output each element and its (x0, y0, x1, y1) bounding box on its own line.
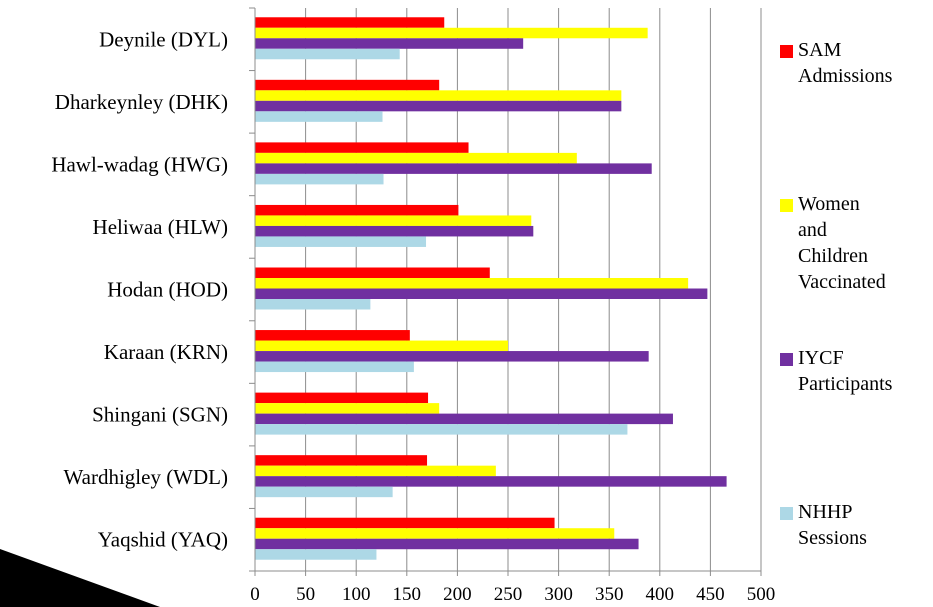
bar (255, 299, 371, 310)
bar (255, 455, 428, 466)
bar (255, 413, 673, 425)
category-label: Yaqshid (YAQ) (98, 528, 228, 552)
bar (255, 528, 615, 539)
legend-swatch (780, 507, 793, 520)
x-tick-label: 0 (250, 584, 260, 605)
bar (255, 486, 393, 498)
bar (255, 278, 689, 289)
bar (255, 476, 727, 487)
bar (255, 351, 649, 362)
bar (255, 215, 532, 226)
category-label: Shingani (SGN) (92, 403, 228, 427)
bar (255, 17, 445, 28)
category-label: Hodan (HOD) (107, 278, 228, 302)
bar (255, 225, 534, 237)
bar (255, 549, 377, 560)
bar (255, 465, 496, 477)
legend: SAM Admissions Women and Children Vaccin… (776, 0, 933, 607)
bar (255, 111, 383, 122)
bar (255, 152, 577, 164)
category-label: Hawl-wadag (HWG) (51, 152, 228, 176)
x-tick-label: 250 (494, 584, 523, 605)
bar (255, 424, 628, 435)
bar (255, 288, 708, 299)
axes (249, 7, 762, 576)
bars (255, 17, 727, 560)
legend-swatch (780, 199, 793, 212)
bar (255, 403, 440, 414)
legend-swatch (780, 353, 793, 366)
legend-label: SAM Admissions (798, 39, 893, 87)
bar (255, 79, 440, 91)
bar (255, 330, 410, 341)
bar (255, 267, 490, 278)
bar (255, 340, 508, 352)
legend-swatch (780, 45, 793, 58)
category-label: Heliwaa (HLW) (93, 215, 228, 239)
category-label: Dharkeynley (DHK) (55, 90, 228, 114)
x-tick-label: 150 (393, 584, 422, 605)
x-tick-label: 400 (646, 584, 675, 605)
bar (255, 204, 459, 216)
legend-label: Women and Children Vaccinated (798, 193, 886, 293)
bar (255, 163, 652, 174)
bar (255, 361, 414, 373)
x-tick-label: 200 (443, 584, 472, 605)
bar (255, 27, 648, 39)
x-tick-label: 100 (342, 584, 371, 605)
category-label: Wardhigley (WDL) (64, 465, 229, 489)
bar (255, 517, 555, 529)
bar (255, 38, 524, 49)
legend-label: IYCF Participants (798, 347, 893, 395)
bar (255, 142, 469, 153)
category-label: Karaan (KRN) (104, 340, 228, 364)
bar (255, 538, 639, 550)
legend-label: NHHP Sessions (798, 501, 867, 549)
bar (255, 392, 429, 404)
x-tick-label: 450 (696, 584, 725, 605)
bar (255, 173, 384, 185)
x-tick-label: 350 (595, 584, 624, 605)
category-label: Deynile (DYL) (99, 27, 228, 51)
bar (255, 90, 622, 101)
category-labels: Deynile (DYL) Dharkeynley (DHK) Hawl-wadag… (51, 27, 228, 551)
x-tick-label: 50 (296, 584, 315, 605)
bar (255, 100, 622, 112)
x-tick-label: 300 (544, 584, 573, 605)
bar (255, 236, 427, 247)
x-tick-label: 500 (747, 584, 776, 605)
x-tick-labels: 0 50 100 150 200 250 300 350 400 450 500 (250, 584, 775, 605)
bar (255, 48, 400, 60)
